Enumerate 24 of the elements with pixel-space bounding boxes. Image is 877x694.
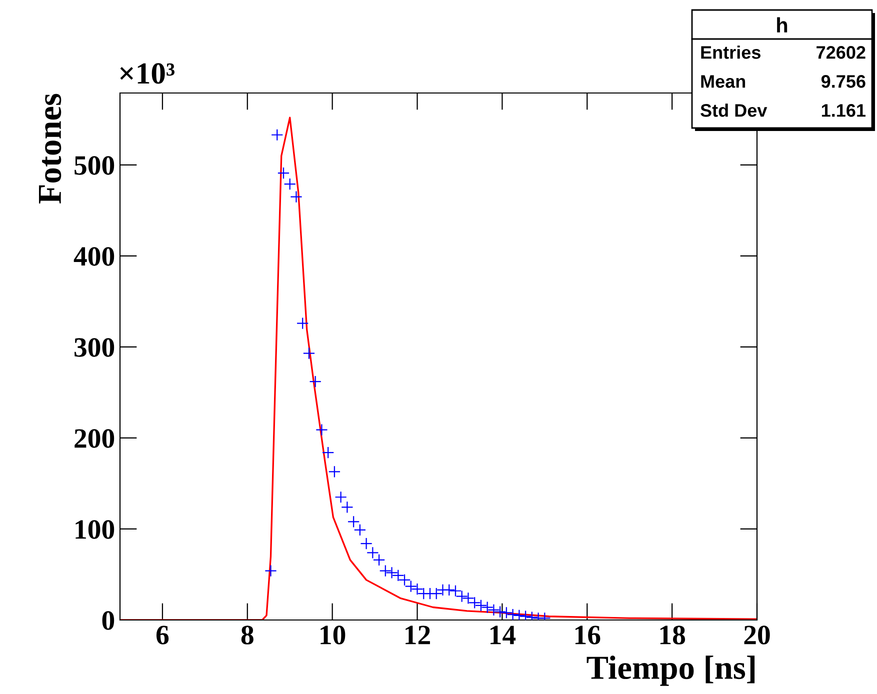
y-tick-label: 200	[74, 429, 114, 448]
y-tick-label: 500	[74, 156, 114, 175]
text: 9.756	[821, 75, 866, 88]
annotation: Std Dev	[700, 104, 768, 117]
text: 72602	[816, 46, 866, 59]
x-tick-label: 18	[660, 626, 686, 644]
y-tick-label: 400	[74, 247, 114, 266]
x-tick-label: 20	[744, 626, 770, 644]
x-tick-label: 10	[320, 626, 346, 644]
y-tick-label: 0	[102, 611, 114, 630]
x-tick-label: 6	[156, 626, 169, 644]
text: 1.161	[822, 104, 866, 117]
text: ×10³	[120, 63, 174, 84]
y-axis-title: Fotones	[38, 94, 62, 204]
y-tick-label: 100	[76, 520, 114, 539]
x-tick-label: 8	[241, 626, 254, 644]
text: h	[777, 17, 788, 32]
y-tick-label: 300	[74, 338, 114, 357]
x-axis-title: Tiempo [ns]	[586, 656, 755, 686]
text: Mean	[701, 75, 746, 88]
x-tick-label: 14	[490, 626, 516, 644]
x-tick-label: 12	[406, 626, 430, 644]
text: Entries	[701, 46, 760, 59]
x-tick-label: 16	[575, 626, 600, 644]
